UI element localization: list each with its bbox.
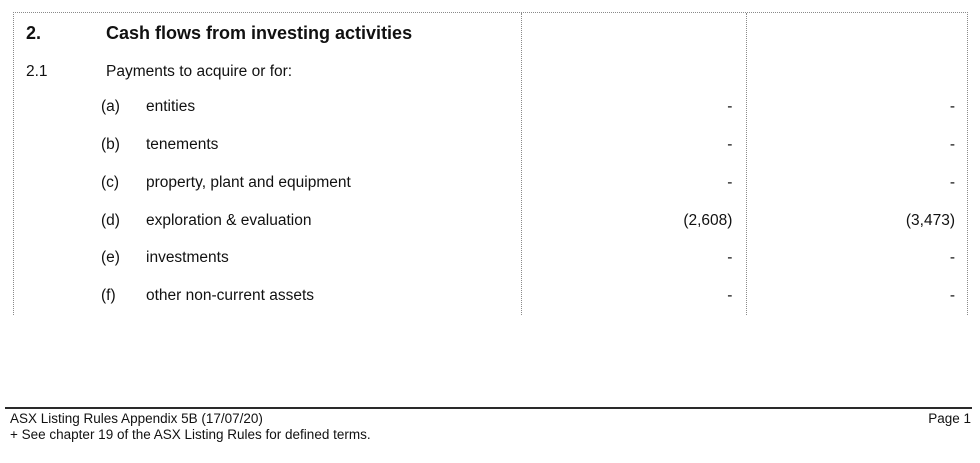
subsection-label: Payments to acquire or for: [106,63,293,80]
section-title: Cash flows from investing activities [106,23,413,43]
item-value-col2: - [949,174,955,191]
item-label-cell: (e) investments [14,248,520,267]
item-letter: (b) [101,136,120,153]
footer-page-number: Page 1 [928,411,971,426]
subsection-cell: 2.1 Payments to acquire or for: [14,62,521,81]
table-row-b: (b) tenements - - [14,135,967,154]
item-label-cell: (d) exploration & evaluation [14,211,520,230]
subsection-number: 2.1 [26,63,48,80]
cash-flow-table: 2. Cash flows from investing activities 2… [13,12,968,315]
section-heading-row: 2. Cash flows from investing activities [14,24,967,43]
item-letter: (f) [101,287,116,304]
item-value-col1: - [727,98,733,115]
item-label: investments [146,249,229,266]
item-value-col2: - [949,98,955,115]
item-value-col1: - [727,136,733,153]
item-label: entities [146,98,196,115]
item-label: property, plant and equipment [146,174,351,191]
section-heading-cell: 2. Cash flows from investing activities [14,24,521,43]
column-divider-2 [746,13,747,315]
item-label-cell: (f) other non-current assets [14,286,520,305]
item-label: other non-current assets [146,287,315,304]
item-letter: (d) [101,212,120,229]
table-row-e: (e) investments - - [14,248,967,267]
item-value-col1: - [727,249,733,266]
item-label: exploration & evaluation [146,212,312,229]
item-label-cell: (a) entities [14,97,520,116]
item-value-col2: - [949,249,955,266]
item-value-col1: (2,608) [683,212,733,229]
item-letter: (e) [101,249,120,266]
footer-citation: ASX Listing Rules Appendix 5B (17/07/20)… [10,411,371,443]
table-row-a: (a) entities - - [14,97,967,116]
column-divider-1 [521,13,522,315]
item-value-col1: - [727,174,733,191]
item-letter: (a) [101,98,120,115]
section-number: 2. [26,23,42,43]
table-row-f: (f) other non-current assets - - [14,286,967,305]
item-label: tenements [146,136,219,153]
item-label-cell: (b) tenements [14,135,520,154]
footer-line2: + See chapter 19 of the ASX Listing Rule… [10,427,371,442]
table-row-d: (d) exploration & evaluation (2,608) (3,4… [14,211,967,230]
subsection-row: 2.1 Payments to acquire or for: [14,62,967,81]
footer-line1: ASX Listing Rules Appendix 5B (17/07/20) [10,411,263,426]
item-label-cell: (c) property, plant and equipment [14,173,520,192]
item-value-col2: (3,473) [905,212,955,229]
item-value-col2: - [949,287,955,304]
footer-divider [5,407,972,409]
item-letter: (c) [101,174,120,191]
item-value-col2: - [949,136,955,153]
item-value-col1: - [727,287,733,304]
table-row-c: (c) property, plant and equipment - - [14,173,967,192]
